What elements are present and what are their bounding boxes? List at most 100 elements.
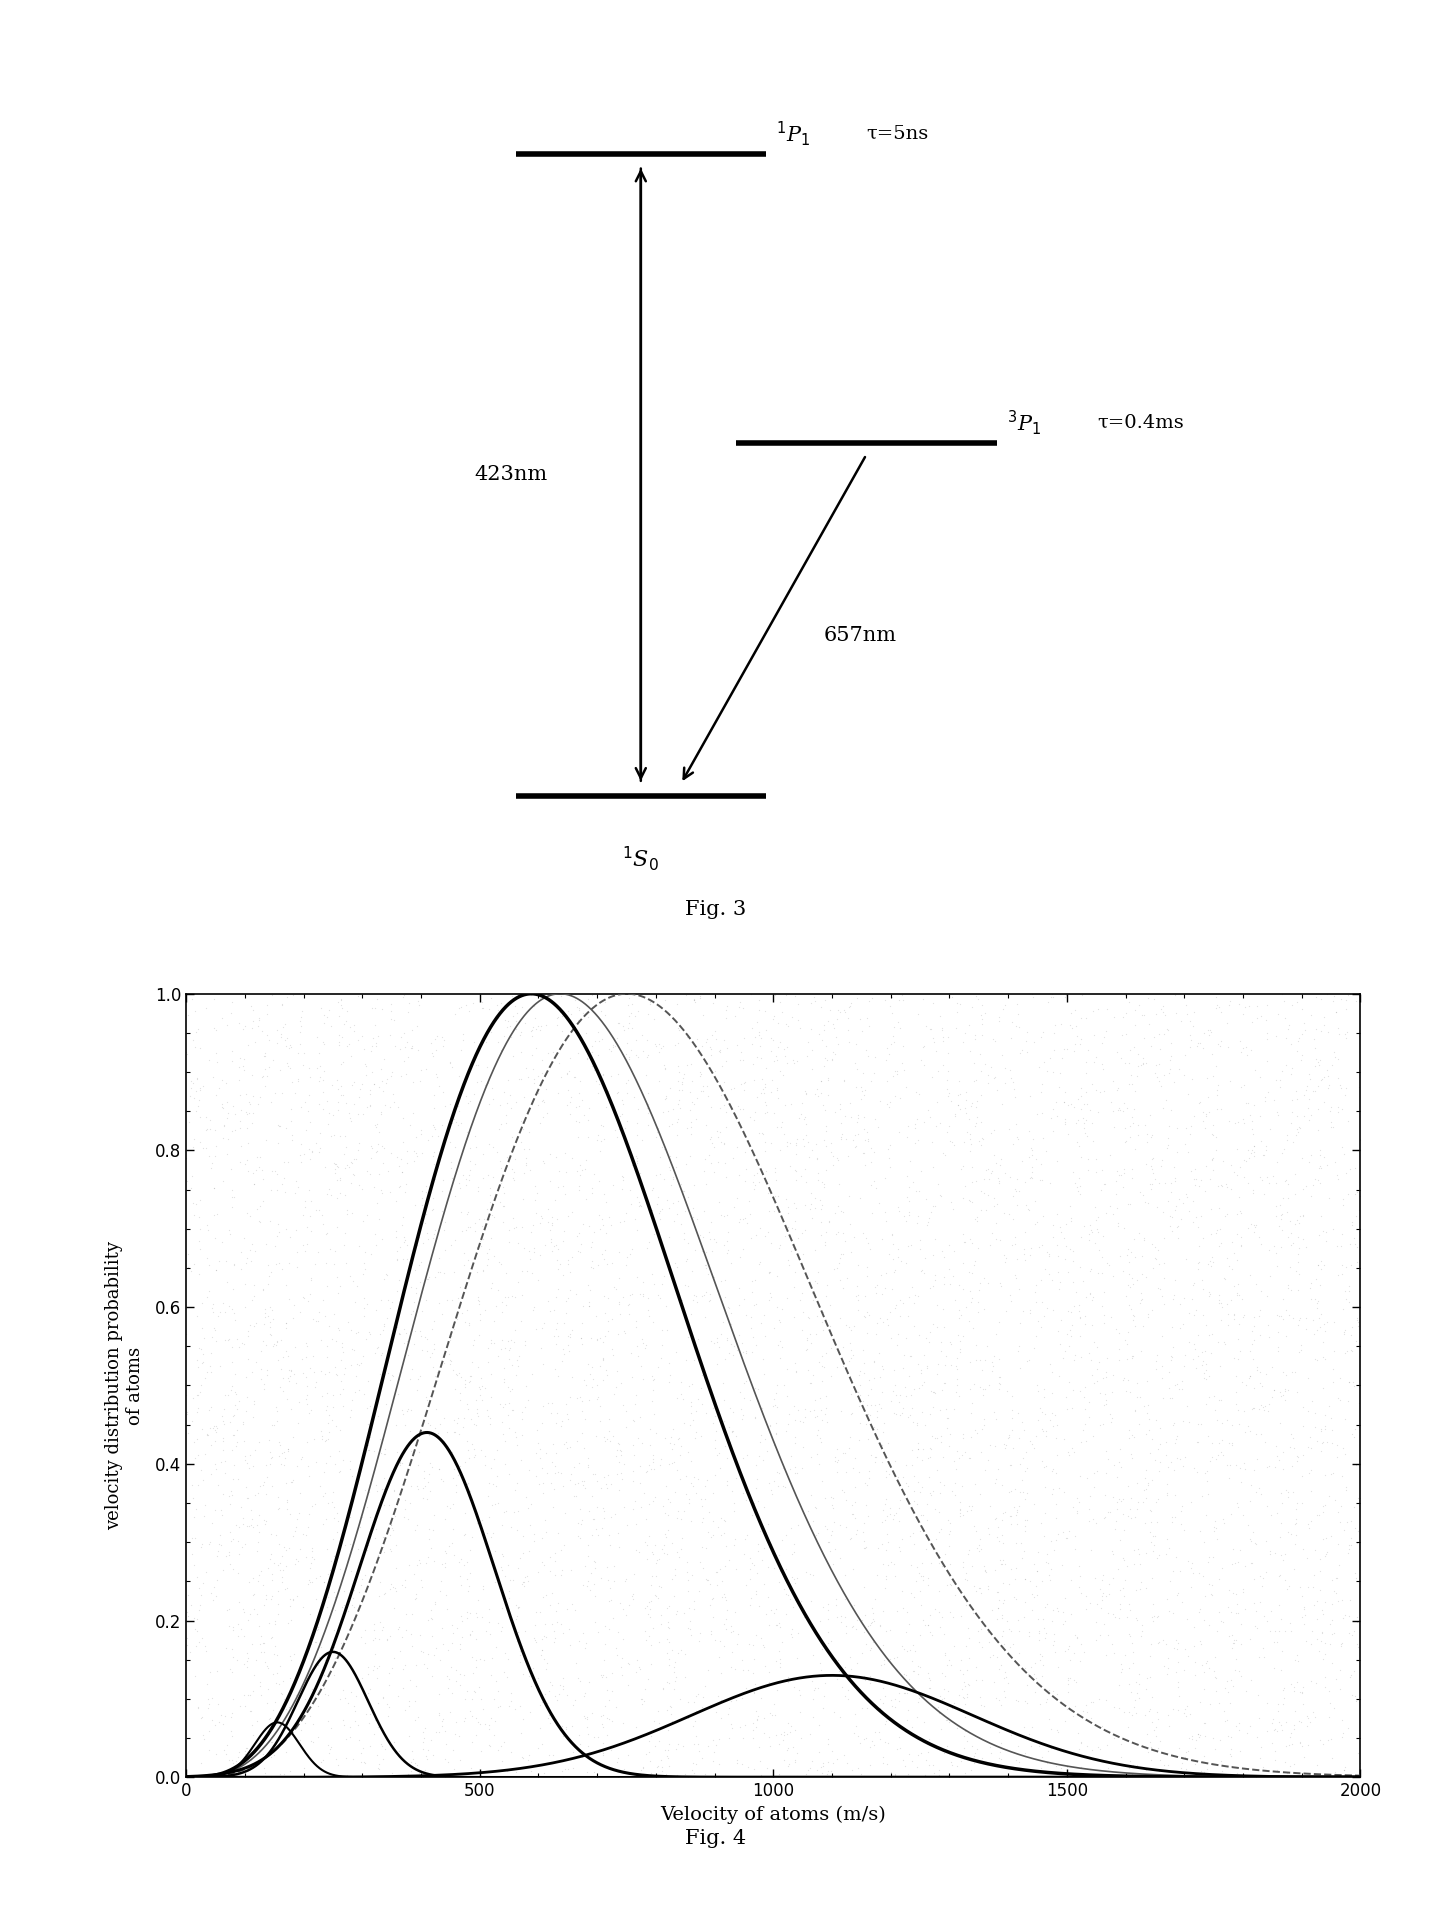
Point xyxy=(958,1347,981,1378)
Point xyxy=(1035,1588,1058,1619)
Point xyxy=(381,1057,404,1087)
Point xyxy=(385,1437,408,1468)
Point xyxy=(1134,1261,1157,1292)
Point xyxy=(733,1202,756,1233)
Point xyxy=(987,1512,1010,1542)
Point xyxy=(189,1101,212,1131)
Point xyxy=(494,1282,517,1313)
Point xyxy=(324,1492,347,1523)
Point xyxy=(1280,1519,1303,1550)
Point xyxy=(1204,1663,1227,1693)
Point xyxy=(1104,1315,1127,1345)
Point xyxy=(537,1387,560,1418)
Point xyxy=(928,1179,951,1210)
Point xyxy=(1073,1089,1095,1120)
Point xyxy=(183,1124,206,1154)
Point xyxy=(1194,1355,1217,1385)
Point xyxy=(660,1634,683,1664)
Point xyxy=(1118,1110,1141,1141)
Point xyxy=(1081,996,1104,1026)
Point xyxy=(778,1749,800,1779)
Point xyxy=(1209,1437,1232,1468)
Point xyxy=(806,1257,829,1288)
Point xyxy=(1110,1043,1133,1074)
Point xyxy=(961,1729,984,1760)
Point xyxy=(332,1590,355,1621)
Point xyxy=(1346,1737,1369,1768)
Point xyxy=(1157,1750,1180,1781)
Point xyxy=(969,1106,992,1137)
Point xyxy=(1254,1556,1277,1586)
Point xyxy=(822,1013,845,1043)
Point xyxy=(188,1227,211,1257)
Point xyxy=(621,1405,644,1435)
Point xyxy=(554,1286,577,1317)
Point xyxy=(1094,1357,1117,1387)
Point xyxy=(513,1567,536,1598)
Point xyxy=(401,1745,424,1775)
Point xyxy=(451,1215,474,1246)
Point xyxy=(921,1621,944,1651)
Point xyxy=(800,1202,823,1233)
Point xyxy=(1075,1731,1098,1762)
Point xyxy=(1060,1089,1083,1120)
Point xyxy=(1011,1464,1034,1494)
Point xyxy=(938,1078,961,1108)
Point xyxy=(666,1454,689,1485)
Point xyxy=(554,1714,577,1745)
Point xyxy=(1305,1043,1327,1074)
Point xyxy=(1302,1305,1325,1336)
Point xyxy=(717,1699,740,1729)
Point xyxy=(258,1313,281,1343)
Point xyxy=(792,1124,815,1154)
Point xyxy=(523,1622,546,1653)
Point xyxy=(806,1414,829,1445)
Point xyxy=(1290,1043,1313,1074)
Point xyxy=(1057,1439,1080,1470)
Point xyxy=(642,1259,664,1290)
Point xyxy=(408,978,431,1009)
Point xyxy=(392,1221,415,1252)
Point xyxy=(501,1565,524,1596)
Point xyxy=(1274,1022,1297,1053)
Point xyxy=(1283,1645,1306,1676)
Point xyxy=(1217,1032,1240,1063)
Point xyxy=(531,1084,554,1114)
Point xyxy=(239,1439,262,1470)
Point xyxy=(1000,1450,1022,1481)
Point xyxy=(699,1223,722,1254)
Point xyxy=(440,1345,463,1376)
Point xyxy=(530,1523,553,1554)
Point xyxy=(326,1087,349,1118)
Point xyxy=(722,1072,745,1103)
Point xyxy=(1269,1408,1292,1439)
Point xyxy=(1084,1229,1107,1259)
Point xyxy=(1220,1664,1243,1695)
Point xyxy=(929,1181,952,1212)
Point xyxy=(242,1661,265,1691)
Point xyxy=(332,1047,355,1078)
Point xyxy=(1285,1179,1307,1210)
Point xyxy=(623,1204,646,1235)
Point xyxy=(465,1393,488,1424)
Point xyxy=(856,1227,879,1257)
Point xyxy=(524,1198,547,1229)
Point xyxy=(674,1663,697,1693)
Point xyxy=(308,1064,331,1095)
Point xyxy=(573,1701,596,1731)
Point xyxy=(776,1032,799,1063)
Point xyxy=(783,1206,806,1236)
Point xyxy=(453,1684,475,1714)
Point xyxy=(179,1636,202,1666)
Point xyxy=(1309,1556,1332,1586)
Point xyxy=(937,1504,959,1535)
Point xyxy=(846,1250,869,1280)
Point xyxy=(1134,1508,1157,1538)
Point xyxy=(1127,1659,1150,1689)
Point xyxy=(1161,1332,1184,1363)
Point xyxy=(1240,1548,1263,1578)
Point xyxy=(288,1533,311,1563)
Point xyxy=(471,1571,494,1601)
Point xyxy=(188,1626,211,1657)
Point xyxy=(567,994,590,1024)
